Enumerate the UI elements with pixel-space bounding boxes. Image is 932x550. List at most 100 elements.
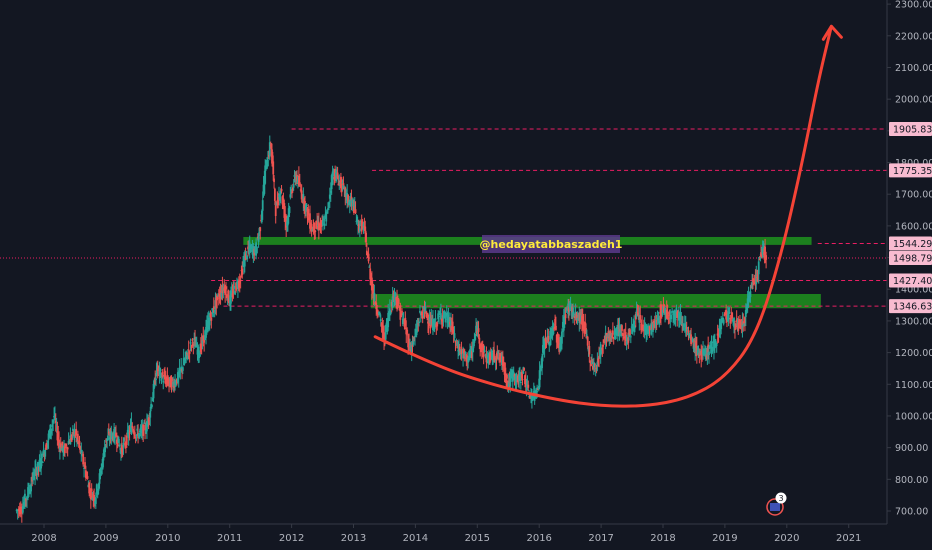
price-tag-label-1: 1905.83 (893, 124, 932, 135)
candle-body-355 (322, 220, 324, 226)
candle-body-58 (66, 447, 69, 450)
candle-body-85 (89, 496, 92, 500)
candle-body-720 (635, 310, 638, 317)
candle-body-511 (456, 346, 459, 349)
candle-body-859 (755, 274, 758, 285)
candle-body-3 (17, 508, 20, 511)
candle-body-399 (359, 220, 362, 222)
candle-body-163 (156, 368, 159, 372)
watermark-background (482, 235, 620, 253)
candle-body-269 (247, 248, 250, 250)
candle-body-621 (550, 329, 553, 339)
candle-body-760 (670, 314, 673, 320)
candle-body-378 (341, 182, 344, 185)
candle-body-578 (513, 374, 516, 377)
candle-body-629 (557, 337, 560, 347)
candle-body-428 (384, 325, 387, 340)
candle-body-43 (54, 414, 56, 417)
candle-body-362 (327, 202, 330, 204)
candle-body-599 (531, 396, 534, 399)
candle-body-344 (312, 226, 315, 232)
candle-body-228 (212, 306, 215, 312)
candle-body-549 (488, 354, 491, 364)
candle-body-74 (80, 449, 83, 453)
candle-body-487 (435, 323, 438, 328)
candle-body-734 (647, 329, 650, 333)
candle-body-199 (187, 349, 190, 351)
candle-body-486 (434, 318, 437, 321)
candle-body-604 (536, 391, 539, 393)
candle-body-871 (762, 243, 765, 252)
candle-body-552 (491, 358, 494, 361)
candle-body-694 (613, 332, 616, 334)
candle-body-242 (225, 287, 227, 289)
candle-body-828 (728, 311, 731, 314)
candle-body-674 (596, 361, 599, 365)
candle-body-329 (299, 189, 302, 191)
candle-body-38 (49, 424, 52, 439)
candle-body-872 (763, 252, 765, 255)
candle-body-651 (576, 317, 579, 320)
candle-body-689 (609, 331, 612, 341)
candle-body-415 (373, 292, 376, 301)
candle-body-81 (86, 476, 89, 479)
candle-body-109 (110, 431, 113, 440)
candle-body-580 (515, 374, 518, 383)
author-watermark: @hedayatabbaszadeh1 (480, 235, 622, 253)
candle-body-647 (572, 313, 575, 315)
candle-body-197 (186, 352, 188, 354)
candle-body-862 (757, 261, 760, 275)
candle-body-527 (470, 347, 472, 354)
candle-body-361 (327, 208, 329, 210)
y-tick-label-4: 1100.00 (895, 380, 932, 391)
candle-body-867 (760, 248, 763, 250)
candle-body-581 (516, 380, 519, 382)
candle-body-454 (407, 335, 410, 348)
candle-body-141 (138, 433, 140, 438)
candle-body-795 (700, 350, 703, 360)
event-badge[interactable]: 3 (766, 492, 787, 516)
candle-body-345 (313, 222, 316, 234)
y-tick-label-13: 2000.00 (895, 95, 932, 106)
candle-body-393 (354, 209, 357, 214)
candle-body-112 (113, 428, 116, 442)
candle-body-495 (442, 315, 445, 320)
candle-body-89 (93, 495, 96, 502)
candle-body-176 (168, 381, 170, 384)
candle-body-381 (344, 187, 347, 197)
candle-body-22 (36, 470, 39, 474)
candle-body-676 (598, 355, 600, 359)
candle-body-850 (747, 295, 750, 304)
candle-body-821 (722, 319, 725, 324)
candle-body-92 (95, 484, 98, 494)
candle-body-251 (232, 287, 235, 294)
candle-body-273 (251, 248, 254, 255)
candle-body-459 (411, 344, 414, 347)
candle-body-224 (209, 313, 212, 318)
candle-body-703 (621, 325, 623, 331)
candle-body-750 (661, 310, 664, 315)
time-axis[interactable]: 2008 2009 2010 2011 2012 2013 2014 2015 2016 2017… (31, 524, 861, 544)
x-tick-label-2: 2010 (155, 533, 180, 544)
candle-body-759 (669, 317, 672, 319)
candle-body-827 (727, 312, 730, 320)
candle-body-756 (666, 312, 669, 315)
candle-body-455 (408, 340, 410, 351)
candle-body-132 (130, 421, 133, 434)
price-axis[interactable]: 700.00 800.00 900.00 1000.00 1100.00 1200.00 1… (887, 0, 932, 518)
candle-body-545 (485, 355, 488, 363)
candle-body-395 (356, 216, 359, 222)
candle-body-288 (264, 165, 267, 184)
candle-body-305 (278, 197, 281, 201)
candle-body-797 (702, 349, 704, 355)
candle-body-238 (221, 285, 224, 294)
candle-body-138 (135, 434, 138, 436)
candle-body-110 (111, 433, 114, 437)
candle-body-84 (89, 489, 91, 491)
candle-body-7 (21, 505, 24, 513)
candle-body-37 (48, 431, 51, 434)
flag-icon-field (770, 503, 780, 511)
candle-body-442 (396, 304, 399, 308)
candle-body-325 (296, 174, 298, 182)
